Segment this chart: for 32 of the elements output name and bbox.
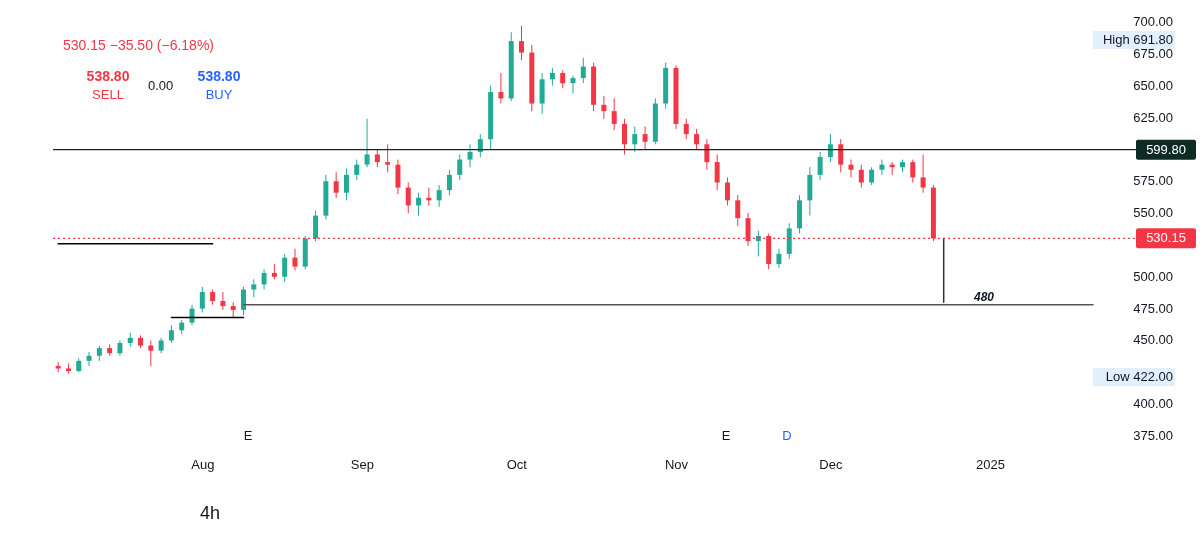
text: 4h: [199, 503, 221, 523]
x-tick-label: Dec: [819, 456, 843, 472]
y-tick-label: 400.00: [1133, 396, 1173, 412]
annotation: 538.80: [86, 68, 130, 84]
text: Low 422.00: [1105, 369, 1173, 384]
y-tick-label: 700.00: [1133, 14, 1173, 29]
annotation: SELL: [92, 87, 124, 102]
annotation: 0.00: [148, 78, 174, 93]
y-tick-label: 475.00: [1133, 300, 1173, 316]
y-tick-label: 500.00: [1133, 268, 1173, 284]
y-tick-label: 450.00: [1133, 332, 1173, 348]
ref-line-label: 530.15: [1146, 230, 1186, 246]
y-tick-label: 675.00: [1133, 45, 1173, 61]
annotation: 480: [972, 290, 995, 304]
ref-line-label: 599.80: [1146, 141, 1186, 157]
y-tick-label: 375.00: [1133, 428, 1173, 443]
annotation: E: [243, 428, 253, 443]
x-tick-label: Aug: [191, 456, 215, 472]
x-tick-label: 2025: [976, 456, 1005, 472]
y-tick-label: 625.00: [1133, 109, 1173, 125]
annotation: D: [782, 428, 792, 443]
x-tick-label: Nov: [664, 456, 689, 472]
annotation: 530.15 −35.50 (−6.18%): [63, 37, 215, 53]
y-tick-label: 550.00: [1133, 205, 1173, 221]
x-tick-label: Oct: [506, 456, 528, 472]
x-tick-label: Sep: [350, 456, 374, 472]
annotation: 538.80: [197, 68, 241, 84]
text: High 691.80: [1102, 32, 1173, 47]
y-tick-label: 650.00: [1133, 77, 1173, 93]
y-tick-label: 575.00: [1133, 173, 1173, 189]
annotation: E: [721, 428, 731, 443]
annotation: BUY: [205, 87, 233, 102]
